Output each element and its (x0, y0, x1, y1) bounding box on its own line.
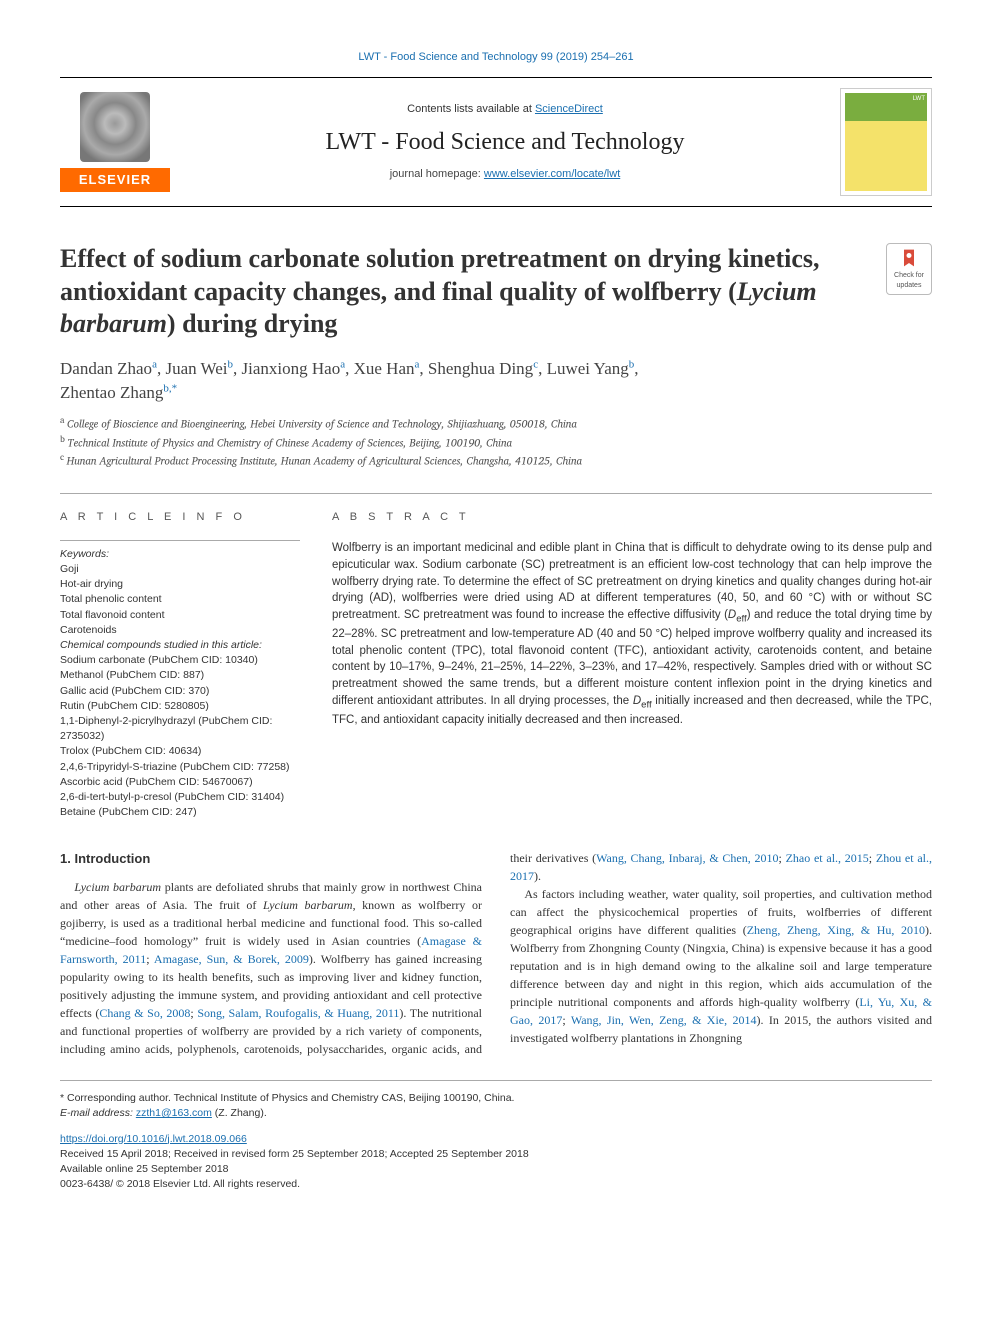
cover-thumb-top: LWT (845, 93, 927, 121)
affiliation: b Technical Institute of Physics and Che… (60, 433, 932, 451)
keyword: Total phenolic content (60, 592, 300, 607)
keywords-label: Keywords: (60, 547, 300, 562)
abstract-block: A B S T R A C T Wolfberry is an importan… (332, 510, 932, 820)
species-name-2: Lycium barbarum (263, 898, 353, 912)
author: Jianxiong Haoa (242, 359, 346, 378)
compound: Gallic acid (PubChem CID: 370) (60, 684, 300, 699)
email-link[interactable]: zzth1@163.com (136, 1107, 212, 1119)
updates-label: Check for updates (887, 271, 931, 291)
homepage-prefix: journal homepage: (390, 168, 484, 180)
author-aff-sup: a (152, 358, 157, 370)
compounds-list: Sodium carbonate (PubChem CID: 10340)Met… (60, 653, 300, 820)
species-name: Lycium barbarum (74, 880, 161, 894)
history-line: Received 15 April 2018; Received in revi… (60, 1147, 932, 1162)
affiliations-block: a College of Bioscience and Bioengineeri… (60, 414, 932, 469)
t13: ; (562, 1013, 570, 1027)
footer-block: * Corresponding author. Technical Instit… (60, 1080, 932, 1192)
compound: Betaine (PubChem CID: 247) (60, 805, 300, 820)
ref-link[interactable]: Wang, Jin, Wen, Zeng, & Xie, 2014 (571, 1013, 757, 1027)
ref-link[interactable]: Zheng, Zheng, Xing, & Hu, 2010 (747, 923, 925, 937)
author-aff-sup: a (340, 358, 345, 370)
author-aff-sup: b (228, 358, 234, 370)
homepage-link[interactable]: www.elsevier.com/locate/lwt (484, 168, 620, 180)
author-aff-sup: b,* (163, 382, 177, 394)
author: Luwei Yangb (547, 359, 635, 378)
compound: Methanol (PubChem CID: 887) (60, 668, 300, 683)
authors-block: Dandan Zhaoa, Juan Weib, Jianxiong Haoa,… (60, 357, 932, 405)
ref-link[interactable]: Zhao et al., 2015 (786, 851, 869, 865)
email-label: E-mail address: (60, 1107, 136, 1119)
body-columns: 1. Introduction Lycium barbarum plants a… (60, 849, 932, 1059)
keywords-list: GojiHot-air dryingTotal phenolic content… (60, 562, 300, 638)
compound: Trolox (PubChem CID: 40634) (60, 744, 300, 759)
email-tail: (Z. Zhang). (212, 1107, 267, 1119)
compound: 2,6-di-tert-butyl-p-cresol (PubChem CID:… (60, 790, 300, 805)
article-info-heading: A R T I C L E I N F O (60, 510, 300, 525)
copyright-line: 0023-6438/ © 2018 Elsevier Ltd. All righ… (60, 1177, 932, 1192)
author-aff-sup: b (629, 358, 635, 370)
section-heading-intro: 1. Introduction (60, 849, 482, 869)
t8: ; (779, 851, 786, 865)
compounds-label: Chemical compounds studied in this artic… (60, 638, 300, 653)
keyword: Goji (60, 562, 300, 577)
cover-thumb-bottom (845, 121, 927, 191)
journal-masthead: ELSEVIER Contents lists available at Sci… (60, 77, 932, 207)
keyword: Total flavonoid content (60, 608, 300, 623)
title-text-2: ) during drying (167, 309, 338, 338)
running-head: LWT - Food Science and Technology 99 (20… (60, 50, 932, 65)
doi-link[interactable]: https://doi.org/10.1016/j.lwt.2018.09.06… (60, 1133, 247, 1145)
ref-link[interactable]: Chang & So, 2008 (99, 1006, 190, 1020)
author: Dandan Zhaoa (60, 359, 157, 378)
article-info-sidebar: A R T I C L E I N F O Keywords: GojiHot-… (60, 510, 300, 820)
author: Juan Weib (165, 359, 233, 378)
affiliation: a College of Bioscience and Bioengineeri… (60, 414, 932, 432)
ref-link[interactable]: Amagase, Sun, & Borek, 2009 (154, 952, 309, 966)
t9: ; (869, 851, 876, 865)
t10: ). (534, 869, 541, 883)
title-text-1: Effect of sodium carbonate solution pret… (60, 244, 820, 306)
elsevier-tree-icon (80, 92, 150, 162)
compound: Sodium carbonate (PubChem CID: 10340) (60, 653, 300, 668)
ref-link[interactable]: Wang, Chang, Inbaraj, & Chen, 2010 (596, 851, 778, 865)
journal-title: LWT - Food Science and Technology (184, 126, 826, 160)
corresponding-author: * Corresponding author. Technical Instit… (60, 1091, 932, 1106)
author-aff-sup: c (533, 358, 538, 370)
author: Zhentao Zhangb,* (60, 383, 177, 402)
email-line: E-mail address: zzth1@163.com (Z. Zhang)… (60, 1106, 932, 1121)
masthead-center: Contents lists available at ScienceDirec… (184, 88, 826, 196)
online-line: Available online 25 September 2018 (60, 1162, 932, 1177)
affiliation: c Hunan Agricultural Product Processing … (60, 451, 932, 469)
elsevier-logo: ELSEVIER (60, 88, 170, 196)
compound: Ascorbic acid (PubChem CID: 54670067) (60, 775, 300, 790)
author-aff-sup: a (415, 358, 420, 370)
ref-link[interactable]: Song, Salam, Roufogalis, & Huang, 2011 (197, 1006, 399, 1020)
divider (60, 540, 300, 541)
sciencedirect-link[interactable]: ScienceDirect (535, 103, 603, 115)
homepage-line: journal homepage: www.elsevier.com/locat… (184, 167, 826, 182)
abstract-text: Wolfberry is an important medicinal and … (332, 540, 932, 728)
compound: 1,1-Diphenyl-2-picrylhydrazyl (PubChem C… (60, 714, 300, 744)
compound: 2,4,6-Tripyridyl-S-triazine (PubChem CID… (60, 760, 300, 775)
t3: ; (146, 952, 154, 966)
intro-paragraph-2: As factors including weather, water qual… (510, 885, 932, 1047)
compound: Rutin (PubChem CID: 5280805) (60, 699, 300, 714)
author: Xue Hana (354, 359, 420, 378)
contents-line: Contents lists available at ScienceDirec… (184, 102, 826, 117)
contents-prefix: Contents lists available at (407, 103, 535, 115)
journal-cover-thumb: LWT (840, 88, 932, 196)
author: Shenghua Dingc (428, 359, 538, 378)
elsevier-wordmark: ELSEVIER (60, 168, 170, 192)
keyword: Carotenoids (60, 623, 300, 638)
abstract-heading: A B S T R A C T (332, 510, 932, 526)
keyword: Hot-air drying (60, 577, 300, 592)
bookmark-icon (899, 248, 919, 268)
check-updates-badge[interactable]: Check for updates (886, 243, 932, 295)
article-title: Effect of sodium carbonate solution pret… (60, 243, 866, 341)
